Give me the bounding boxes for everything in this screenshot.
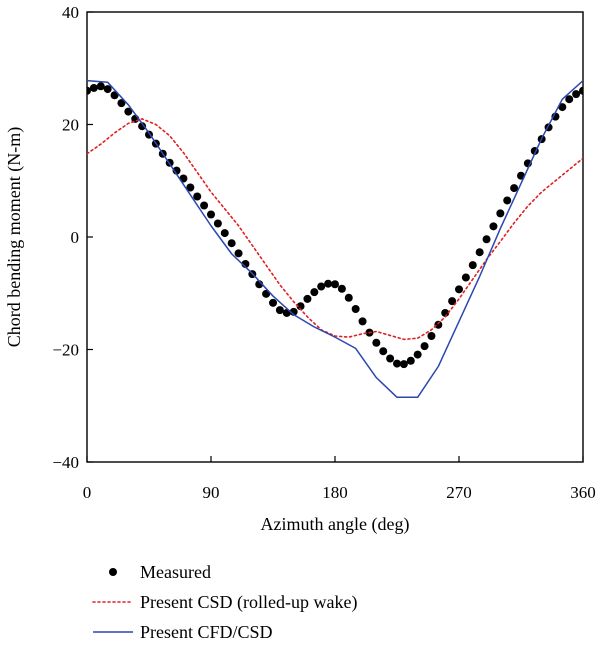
measured-point bbox=[372, 338, 381, 347]
measured-point bbox=[448, 297, 457, 306]
measured-point bbox=[96, 82, 105, 91]
legend-label-present-cfd-csd: Present CFD/CSD bbox=[140, 622, 273, 642]
measured-point bbox=[275, 306, 284, 315]
x-tick-label: 180 bbox=[322, 483, 348, 502]
y-axis-title: Chord bending moment (N-m) bbox=[4, 127, 25, 347]
measured-point bbox=[87, 86, 91, 95]
measured-point bbox=[89, 83, 98, 92]
measured-point bbox=[503, 196, 512, 205]
measured-point bbox=[207, 210, 215, 219]
y-axis-ticks: −40 −20 0 20 40 bbox=[52, 3, 93, 472]
series-layer bbox=[87, 79, 583, 399]
measured-point bbox=[213, 219, 222, 228]
series-line-present-cfd-csd bbox=[87, 79, 583, 399]
legend: Measured Present CSD (rolled-up wake) Pr… bbox=[92, 562, 357, 642]
legend-item-present-cfd-csd: Present CFD/CSD bbox=[93, 622, 273, 642]
measured-point bbox=[386, 354, 395, 363]
x-tick-label: 360 bbox=[570, 483, 596, 502]
measured-point bbox=[379, 347, 388, 356]
legend-item-present-csd: Present CSD (rolled-up wake) bbox=[92, 592, 357, 613]
series-line-present-csd bbox=[87, 118, 583, 341]
measured-point bbox=[186, 183, 195, 192]
plot-frame bbox=[86, 11, 584, 463]
measured-point bbox=[117, 99, 126, 108]
measured-point bbox=[572, 90, 581, 99]
measured-point bbox=[427, 332, 436, 340]
y-tick-label: −40 bbox=[52, 453, 79, 472]
measured-point bbox=[303, 294, 312, 303]
measured-point bbox=[475, 248, 484, 257]
y-tick-label: 20 bbox=[62, 116, 79, 135]
x-axis-title: Azimuth angle (deg) bbox=[261, 514, 410, 535]
legend-marker-measured bbox=[109, 568, 117, 576]
x-axis-ticks: 0 90 180 270 360 bbox=[83, 456, 596, 502]
measured-point bbox=[579, 86, 583, 95]
x-tick-label: 90 bbox=[203, 483, 220, 502]
measured-point bbox=[510, 184, 519, 193]
measured-point bbox=[489, 222, 498, 231]
measured-point bbox=[413, 350, 422, 359]
measured-point bbox=[124, 107, 133, 116]
x-tick-label: 0 bbox=[83, 483, 92, 502]
measured-point bbox=[296, 302, 305, 311]
measured-point bbox=[234, 249, 243, 258]
measured-point bbox=[468, 261, 477, 270]
measured-point bbox=[393, 359, 401, 368]
measured-point bbox=[420, 342, 429, 351]
measured-point bbox=[317, 282, 326, 291]
plot-area bbox=[86, 11, 584, 463]
measured-point bbox=[310, 288, 319, 297]
y-tick-label: −20 bbox=[52, 341, 79, 360]
measured-point bbox=[565, 95, 574, 104]
measured-point bbox=[406, 356, 415, 365]
measured-point bbox=[110, 91, 119, 100]
measured-point bbox=[399, 360, 408, 369]
measured-point bbox=[172, 166, 181, 175]
measured-point bbox=[351, 305, 360, 313]
measured-point bbox=[220, 229, 229, 238]
measured-point bbox=[324, 279, 333, 288]
measured-point bbox=[344, 293, 353, 302]
measured-point bbox=[331, 280, 339, 289]
measured-point bbox=[461, 273, 470, 282]
measured-point bbox=[193, 192, 202, 201]
legend-label-measured: Measured bbox=[140, 562, 211, 582]
measured-point bbox=[496, 209, 505, 218]
measured-point bbox=[558, 103, 567, 112]
legend-label-present-csd: Present CSD (rolled-up wake) bbox=[140, 592, 357, 613]
legend-item-measured: Measured bbox=[109, 562, 211, 582]
y-tick-label: 0 bbox=[71, 228, 80, 247]
y-tick-label: 40 bbox=[62, 3, 79, 22]
measured-point bbox=[200, 201, 209, 210]
measured-point bbox=[337, 284, 346, 293]
measured-point bbox=[434, 320, 443, 329]
x-tick-label: 270 bbox=[446, 483, 472, 502]
measured-point bbox=[358, 317, 367, 326]
measured-point bbox=[455, 285, 463, 294]
measured-point bbox=[138, 122, 147, 131]
measured-point bbox=[103, 85, 112, 94]
measured-point bbox=[482, 235, 491, 244]
measured-point bbox=[227, 239, 236, 248]
measured-point bbox=[269, 298, 277, 307]
